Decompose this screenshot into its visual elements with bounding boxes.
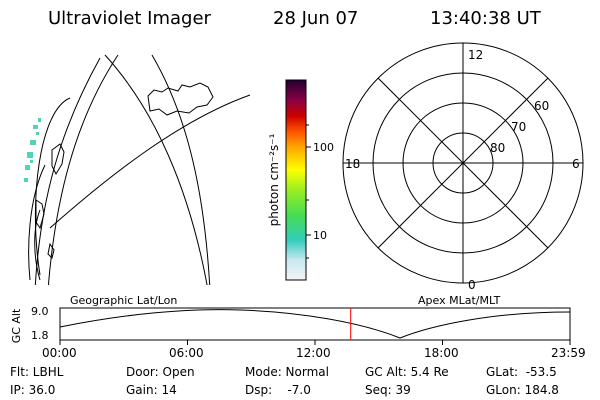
observation-date: 28 Jun 07 bbox=[273, 8, 359, 29]
gain-info: Gain: 14 bbox=[126, 383, 177, 397]
door-info: Door: Open bbox=[126, 365, 195, 379]
coastline bbox=[147, 82, 214, 116]
timeline-tick-1200: 12:00 bbox=[296, 346, 331, 360]
gc-altitude-info: GC Alt: 5.4 Re bbox=[365, 365, 449, 379]
timeline-y-min: 1.8 bbox=[31, 329, 49, 342]
coastline bbox=[47, 242, 55, 259]
meridian-line bbox=[151, 54, 211, 285]
latitude-line bbox=[49, 94, 251, 229]
coastline bbox=[51, 143, 65, 176]
aurora-emission bbox=[24, 118, 41, 182]
colorbar-unit-label: photon cm⁻²s⁻¹ bbox=[267, 133, 281, 226]
mlt-label-6: 6 bbox=[572, 157, 580, 171]
latitude-line bbox=[34, 209, 41, 281]
observation-time: 13:40:38 UT bbox=[430, 8, 541, 29]
geographic-longitude-info: GLon: 184.8 bbox=[486, 383, 559, 397]
timeline-tick-2359: 23:59 bbox=[551, 346, 586, 360]
timeline-right-title: Apex MLat/MLT bbox=[418, 294, 501, 307]
mlt-label-12: 12 bbox=[468, 48, 483, 62]
latitude-line bbox=[34, 97, 71, 276]
lat-label-60: 60 bbox=[534, 99, 549, 113]
colorbar-tick-10: 10 bbox=[313, 229, 327, 242]
timeline-left-title: Geographic Lat/Lon bbox=[70, 294, 178, 307]
mlt-label-18: 18 bbox=[345, 157, 360, 171]
timeline-tick-0000: 00:00 bbox=[42, 346, 77, 360]
geographic-latitude-info: GLat: -53.5 bbox=[486, 365, 557, 379]
colorbar-tick-100: 100 bbox=[313, 141, 334, 154]
coastline bbox=[35, 199, 45, 230]
ip-info: IP: 36.0 bbox=[10, 383, 56, 397]
lat-label-70: 70 bbox=[511, 120, 526, 134]
timeline-y-label: GC Alt bbox=[10, 308, 23, 343]
dsp-info: Dsp: -7.0 bbox=[245, 383, 311, 397]
latitude-line bbox=[28, 164, 46, 281]
lat-label-80: 80 bbox=[490, 141, 505, 155]
filter-info: Flt: LBHL bbox=[10, 365, 64, 379]
sequence-info: Seq: 39 bbox=[365, 383, 411, 397]
meridian-line bbox=[104, 54, 208, 285]
mode-info: Mode: Normal bbox=[245, 365, 329, 379]
timeline-tick-0600: 06:00 bbox=[169, 346, 204, 360]
altitude-curve bbox=[59, 309, 571, 339]
instrument-title: Ultraviolet Imager bbox=[48, 8, 211, 29]
mlt-label-0: 0 bbox=[468, 278, 476, 292]
timeline-tick-1800: 18:00 bbox=[424, 346, 459, 360]
timeline-y-max: 9.0 bbox=[31, 305, 49, 318]
